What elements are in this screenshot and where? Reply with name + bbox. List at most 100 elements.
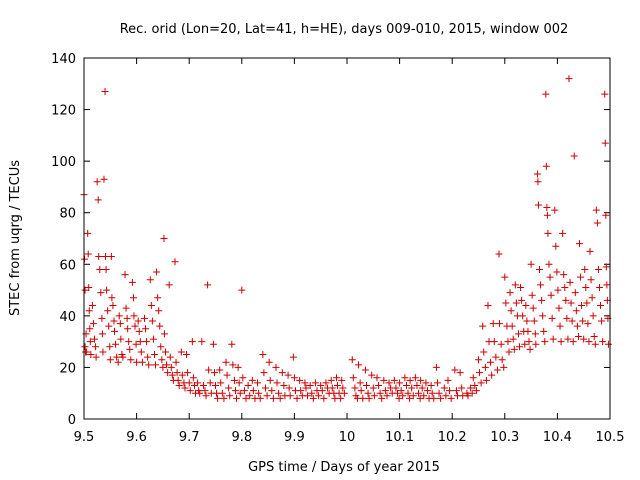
data-point — [134, 317, 142, 325]
x-tick-label: 9.6 — [126, 430, 147, 445]
data-point — [177, 348, 185, 356]
data-point — [592, 206, 600, 214]
data-point — [545, 260, 553, 268]
data-point — [362, 381, 370, 389]
data-point — [488, 371, 496, 379]
data-point — [273, 379, 281, 387]
data-point — [556, 322, 564, 330]
data-point — [189, 374, 197, 382]
data-point — [210, 369, 218, 377]
data-point — [447, 394, 455, 402]
data-point — [108, 294, 116, 302]
data-point — [96, 265, 104, 273]
data-point — [84, 250, 92, 258]
data-point — [216, 366, 224, 374]
data-point — [109, 302, 117, 310]
data-point — [361, 366, 369, 374]
data-point — [413, 381, 421, 389]
data-point — [289, 353, 297, 361]
data-point — [124, 325, 132, 333]
data-point — [93, 178, 101, 186]
data-point — [566, 278, 574, 286]
data-point — [581, 265, 589, 273]
data-point — [132, 340, 140, 348]
data-point — [574, 332, 582, 340]
data-point — [525, 338, 533, 346]
data-point — [199, 381, 207, 389]
data-point — [265, 358, 273, 366]
data-point — [249, 387, 257, 395]
data-point — [222, 358, 230, 366]
data-point — [524, 327, 532, 335]
data-point — [458, 384, 466, 392]
data-point — [155, 307, 163, 315]
data-point — [359, 394, 367, 402]
data-point — [392, 384, 400, 392]
data-point — [235, 379, 243, 387]
data-point — [507, 307, 515, 315]
data-point — [122, 304, 130, 312]
data-point — [516, 343, 524, 351]
data-point — [577, 273, 585, 281]
data-point — [317, 381, 325, 389]
data-point — [484, 302, 492, 310]
data-point — [254, 379, 262, 387]
data-point — [518, 296, 526, 304]
data-point — [481, 363, 489, 371]
data-point — [420, 392, 428, 400]
data-point — [268, 387, 276, 395]
x-tick-label: 9.5 — [74, 430, 95, 445]
data-point — [522, 302, 530, 310]
data-point — [597, 302, 605, 310]
data-point — [380, 376, 388, 384]
data-point — [533, 170, 541, 178]
data-point — [369, 384, 377, 392]
y-axis-label: STEC from uqrg / TECUs — [8, 160, 23, 316]
data-point — [149, 335, 157, 343]
data-point — [433, 379, 441, 387]
data-point — [144, 353, 152, 361]
data-point — [588, 294, 596, 302]
data-point — [584, 320, 592, 328]
data-point — [261, 384, 269, 392]
data-point — [528, 291, 536, 299]
data-point — [225, 384, 233, 392]
data-point — [527, 260, 535, 268]
data-point — [415, 389, 423, 397]
data-point — [244, 381, 252, 389]
data-point — [86, 325, 94, 333]
data-point — [370, 392, 378, 400]
data-point — [368, 371, 376, 379]
data-point — [579, 317, 587, 325]
data-point — [92, 343, 100, 351]
data-point — [468, 389, 476, 397]
data-point — [115, 312, 123, 320]
data-point — [140, 314, 148, 322]
data-point — [381, 387, 389, 395]
data-point — [146, 276, 154, 284]
data-point — [202, 392, 210, 400]
data-point — [492, 353, 500, 361]
data-point — [178, 371, 186, 379]
data-point — [500, 363, 508, 371]
data-point — [123, 314, 131, 322]
data-point — [446, 387, 454, 395]
x-axis-label: GPS time / Days of year 2015 — [248, 460, 440, 475]
data-point — [356, 379, 364, 387]
data-point — [81, 255, 89, 263]
data-point — [337, 394, 345, 402]
data-point — [110, 317, 118, 325]
data-point — [365, 394, 373, 402]
data-point — [185, 379, 193, 387]
data-point — [573, 322, 581, 330]
data-point — [260, 369, 268, 377]
x-tick-label: 9.9 — [284, 430, 305, 445]
data-point — [422, 379, 430, 387]
data-point — [402, 381, 410, 389]
y-tick-label: 20 — [59, 361, 76, 376]
data-point — [159, 363, 167, 371]
data-point — [583, 299, 591, 307]
data-point — [385, 379, 393, 387]
data-point — [489, 320, 497, 328]
data-point — [239, 374, 247, 382]
